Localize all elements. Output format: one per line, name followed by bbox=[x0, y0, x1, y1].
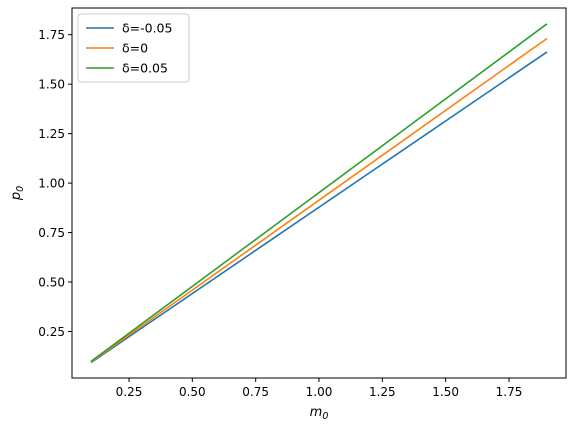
y-axis-label-subscript: 0 bbox=[15, 186, 26, 192]
series-line-1 bbox=[90, 51, 548, 364]
x-tick-label: 0.50 bbox=[179, 385, 206, 399]
x-axis-label-main: m bbox=[310, 405, 323, 420]
legend-label: δ=0.05 bbox=[122, 61, 168, 76]
x-tick-label: 0.75 bbox=[242, 385, 269, 399]
y-tick-label: 1.25 bbox=[38, 127, 65, 141]
x-tick-label: 1.50 bbox=[432, 385, 459, 399]
x-tick-label: 1.00 bbox=[306, 385, 333, 399]
y-tick-label: 0.25 bbox=[38, 325, 65, 339]
x-axis-label: m0 bbox=[310, 405, 329, 422]
legend-box bbox=[77, 13, 190, 83]
y-tick-label: 1.00 bbox=[38, 177, 65, 191]
series-lines bbox=[90, 23, 548, 364]
y-tick-label: 1.50 bbox=[38, 78, 65, 92]
y-axis-label: p0 bbox=[9, 186, 26, 201]
x-tick-label: 1.75 bbox=[496, 385, 523, 399]
x-tick-label: 1.25 bbox=[369, 385, 396, 399]
legend-label: δ=-0.05 bbox=[122, 21, 172, 36]
series-line-2 bbox=[90, 37, 548, 363]
x-axis-ticks: 0.25 0.50 0.75 1.00 1.25 1.50 1.75 bbox=[116, 378, 523, 399]
y-axis-label-main: p bbox=[9, 192, 24, 201]
y-axis-ticks: 0.25 0.50 0.75 1.00 1.25 1.50 1.75 bbox=[38, 28, 72, 339]
x-axis-label-subscript: 0 bbox=[322, 411, 328, 422]
y-tick-label: 0.50 bbox=[38, 276, 65, 290]
plot-area-frame bbox=[71, 7, 567, 379]
legend-label: δ=0 bbox=[122, 41, 148, 56]
y-tick-label: 1.75 bbox=[38, 28, 65, 42]
y-tick-label: 0.75 bbox=[38, 226, 65, 240]
series-line-3 bbox=[90, 23, 548, 363]
legend: δ=-0.05 δ=0 δ=0.05 bbox=[77, 13, 190, 83]
x-tick-label: 0.25 bbox=[116, 385, 143, 399]
